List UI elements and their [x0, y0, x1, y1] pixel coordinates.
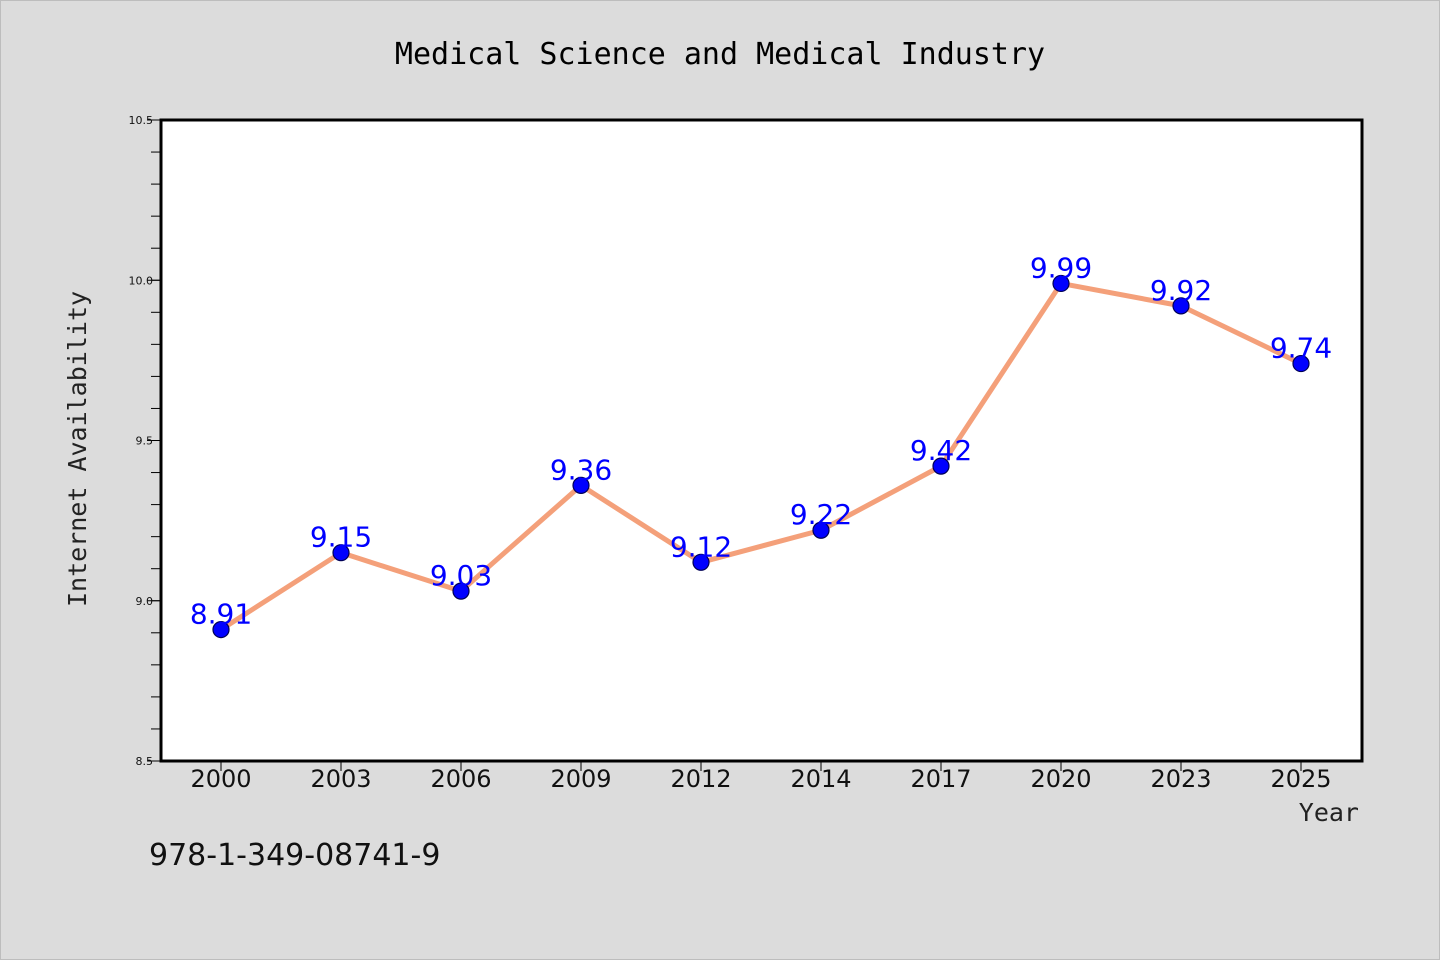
x-axis-label: Year — [1299, 798, 1359, 827]
series-markers — [212, 274, 1310, 639]
data-label: 9.42 — [910, 434, 972, 467]
x-tick-label: 2014 — [790, 765, 851, 793]
series-line-segment — [1178, 303, 1304, 367]
y-tick-label: 9.5 — [136, 435, 154, 448]
x-tick-label: 2017 — [910, 765, 971, 793]
x-tick-label: 2025 — [1270, 765, 1331, 793]
series-lines — [218, 280, 1304, 633]
data-point — [572, 476, 590, 494]
y-tick-label: 10.0 — [129, 274, 154, 287]
series-line-segment — [938, 280, 1064, 469]
x-tick-label: 2023 — [1150, 765, 1211, 793]
x-tick-label: 2000 — [190, 765, 251, 793]
data-label: 9.22 — [790, 498, 852, 531]
data-label: 9.92 — [1150, 274, 1212, 307]
y-axis-ticks: 8.5 9.0 9.5 10.0 10.5 — [129, 114, 161, 768]
y-tick-label: 10.5 — [129, 114, 154, 127]
plot-area — [159, 118, 1364, 763]
data-label: 9.99 — [1030, 251, 1092, 284]
series-line-segment — [698, 527, 824, 565]
data-point — [332, 544, 350, 562]
x-tick-label: 2012 — [670, 765, 731, 793]
series-line-segment — [458, 482, 584, 594]
data-point — [1292, 354, 1310, 373]
data-label: 9.74 — [1270, 332, 1332, 365]
chart-title: Medical Science and Medical Industry — [395, 37, 1045, 72]
data-point — [1172, 297, 1190, 315]
x-tick-label: 2003 — [310, 765, 371, 793]
series-line-segment — [218, 550, 344, 633]
isbn-annotation: 978-1-349-08741-9 — [149, 838, 440, 873]
data-point — [452, 582, 470, 600]
series-data-labels: 8.91 9.15 9.03 9.36 9.12 9.22 9.42 9.99 9.92 9.74 — [190, 251, 1332, 630]
x-tick-label: 2020 — [1030, 765, 1091, 793]
x-tick-label: 2009 — [550, 765, 611, 793]
data-point — [932, 457, 950, 475]
x-tick-label: 2006 — [430, 765, 491, 793]
series-line-segment — [818, 463, 944, 533]
data-label: 8.91 — [190, 598, 252, 631]
data-label: 9.15 — [310, 521, 372, 554]
x-axis-ticks: 2000 2003 2006 2009 2012 2014 2017 2020 2023 2025 — [190, 761, 1332, 793]
y-tick-label: 8.5 — [136, 755, 154, 768]
data-label: 9.36 — [550, 453, 612, 486]
y-tick-label: 9.0 — [136, 595, 154, 608]
y-axis-label: Internet Availability — [63, 291, 92, 607]
series-line-segment — [578, 482, 704, 565]
data-point — [212, 620, 230, 639]
data-point — [692, 553, 710, 571]
data-label: 9.03 — [430, 559, 492, 592]
series-line-segment — [1058, 280, 1184, 309]
data-label: 9.12 — [670, 530, 732, 563]
series-line-segment — [338, 550, 464, 594]
data-point — [812, 521, 830, 539]
data-point — [1052, 274, 1070, 293]
